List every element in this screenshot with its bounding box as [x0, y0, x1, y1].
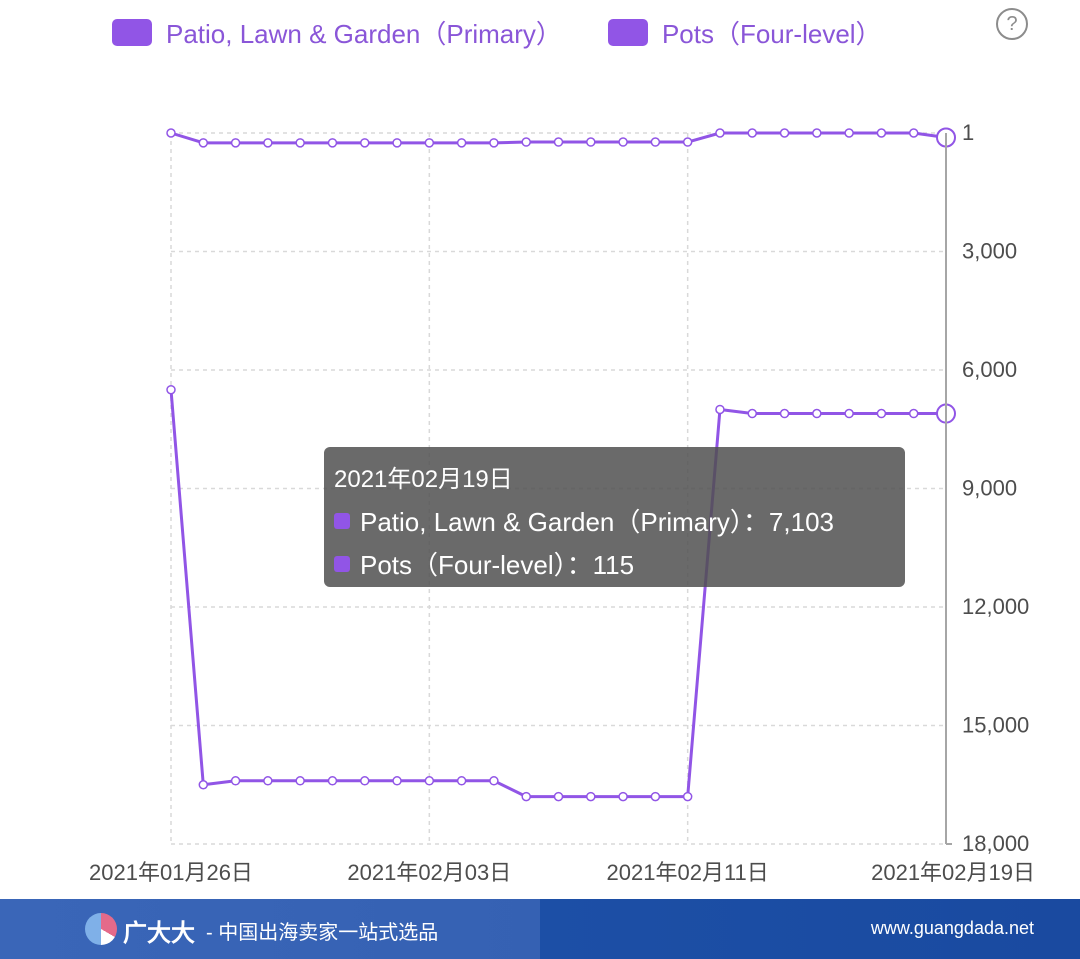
data-point	[456, 776, 467, 786]
data-point	[263, 138, 273, 148]
data-point	[521, 137, 531, 147]
brand-url[interactable]: www.guangdada.net	[870, 918, 1034, 938]
tooltip-row-patio: Patio, Lawn & Garden（Primary）：7,103	[334, 502, 895, 539]
tooltip-text-patio: Patio, Lawn & Garden（Primary）：7,103	[360, 507, 834, 537]
data-point	[650, 137, 661, 147]
legend-item-patio[interactable]: Patio, Lawn & Garden（Primary）	[112, 14, 562, 51]
x-axis: 2021年01月26日 2021年02月03日 2021年02月11日 2021年02…	[89, 860, 1035, 885]
data-point	[327, 776, 338, 786]
y-tick-label: 9,000	[962, 475, 1017, 500]
data-point	[844, 408, 854, 419]
x-tick-label: 2021年02月11日	[607, 860, 769, 885]
data-point	[489, 138, 499, 148]
data-point	[844, 128, 854, 138]
data-point	[715, 128, 725, 138]
chart-series	[166, 127, 956, 802]
data-point	[553, 137, 564, 147]
data-point	[908, 128, 919, 138]
data-point	[198, 779, 209, 790]
chart-legend: Patio, Lawn & Garden（Primary） Pots（Four-…	[112, 14, 882, 51]
y-axis: 1 3,000 6,000 9,000 12,000 15,000 18,000	[945, 120, 1029, 856]
rank-line-chart: 1 3,000 6,000 9,000 12,000 15,000 18,000 2021年…	[89, 120, 1035, 885]
data-point	[521, 791, 531, 802]
data-point	[747, 408, 757, 419]
tooltip-text-pots: Pots（Four-level）：115	[360, 550, 635, 580]
data-point	[779, 408, 790, 419]
data-point	[424, 776, 435, 786]
data-point	[360, 776, 370, 786]
help-icon[interactable]: ?	[996, 8, 1028, 40]
data-point	[586, 791, 596, 802]
x-tick-label: 2021年02月19日	[871, 860, 1035, 885]
data-point	[327, 138, 338, 148]
legend-item-pots[interactable]: Pots（Four-level）	[607, 14, 882, 51]
data-point	[360, 138, 370, 148]
brand-slogan: - 中国出海卖家一站式选品	[206, 922, 439, 944]
legend-swatch-patio	[112, 19, 152, 46]
data-point	[876, 408, 887, 419]
legend-swatch-pots	[607, 19, 648, 46]
data-point	[812, 408, 822, 419]
x-tick-label: 2021年02月03日	[347, 860, 511, 885]
data-point	[166, 128, 176, 138]
data-point	[908, 408, 919, 419]
data-point	[682, 137, 693, 147]
data-point	[295, 776, 305, 786]
brand-name: 广大大	[123, 920, 195, 947]
data-point	[456, 138, 467, 148]
data-point	[230, 138, 241, 148]
data-point	[230, 776, 241, 786]
data-point	[424, 138, 435, 148]
x-tick-label: 2021年01月26日	[89, 860, 253, 885]
data-point	[747, 128, 757, 138]
data-point	[489, 776, 499, 786]
data-point	[586, 137, 596, 147]
y-tick-label: 12,000	[962, 594, 1029, 619]
legend-label-patio: Patio, Lawn & Garden（Primary）	[166, 19, 562, 49]
data-point	[812, 128, 822, 138]
tooltip-row-pots: Pots（Four-level）：115	[334, 545, 895, 582]
footer-banner: 广大大 - 中国出海卖家一站式选品 www.guangdada.net	[0, 899, 1080, 959]
y-tick-label: 1	[962, 120, 974, 145]
y-tick-label: 18,000	[962, 831, 1029, 856]
data-point	[166, 384, 176, 395]
legend-label-pots: Pots（Four-level）	[661, 19, 882, 49]
data-point	[650, 791, 661, 802]
data-point	[876, 128, 887, 138]
tooltip-dot-patio	[334, 512, 350, 529]
y-tick-label: 15,000	[962, 712, 1029, 737]
data-point	[618, 791, 628, 802]
data-point	[392, 138, 402, 148]
tooltip-date: 2021年02月19日	[334, 466, 513, 493]
data-point	[715, 404, 725, 415]
data-point	[553, 791, 564, 802]
data-point	[682, 791, 693, 802]
data-point	[295, 138, 305, 148]
brand-logo-icon	[85, 913, 117, 945]
y-tick-label: 3,000	[962, 238, 1017, 263]
y-tick-label: 6,000	[962, 357, 1017, 382]
data-point	[263, 776, 273, 786]
data-point	[779, 128, 790, 138]
data-point	[198, 138, 209, 148]
chart-tooltip: 2021年02月19日 Patio, Lawn & Garden（Primary…	[324, 447, 905, 587]
tooltip-dot-pots	[334, 555, 350, 572]
data-point	[392, 776, 402, 786]
data-point	[618, 137, 628, 147]
